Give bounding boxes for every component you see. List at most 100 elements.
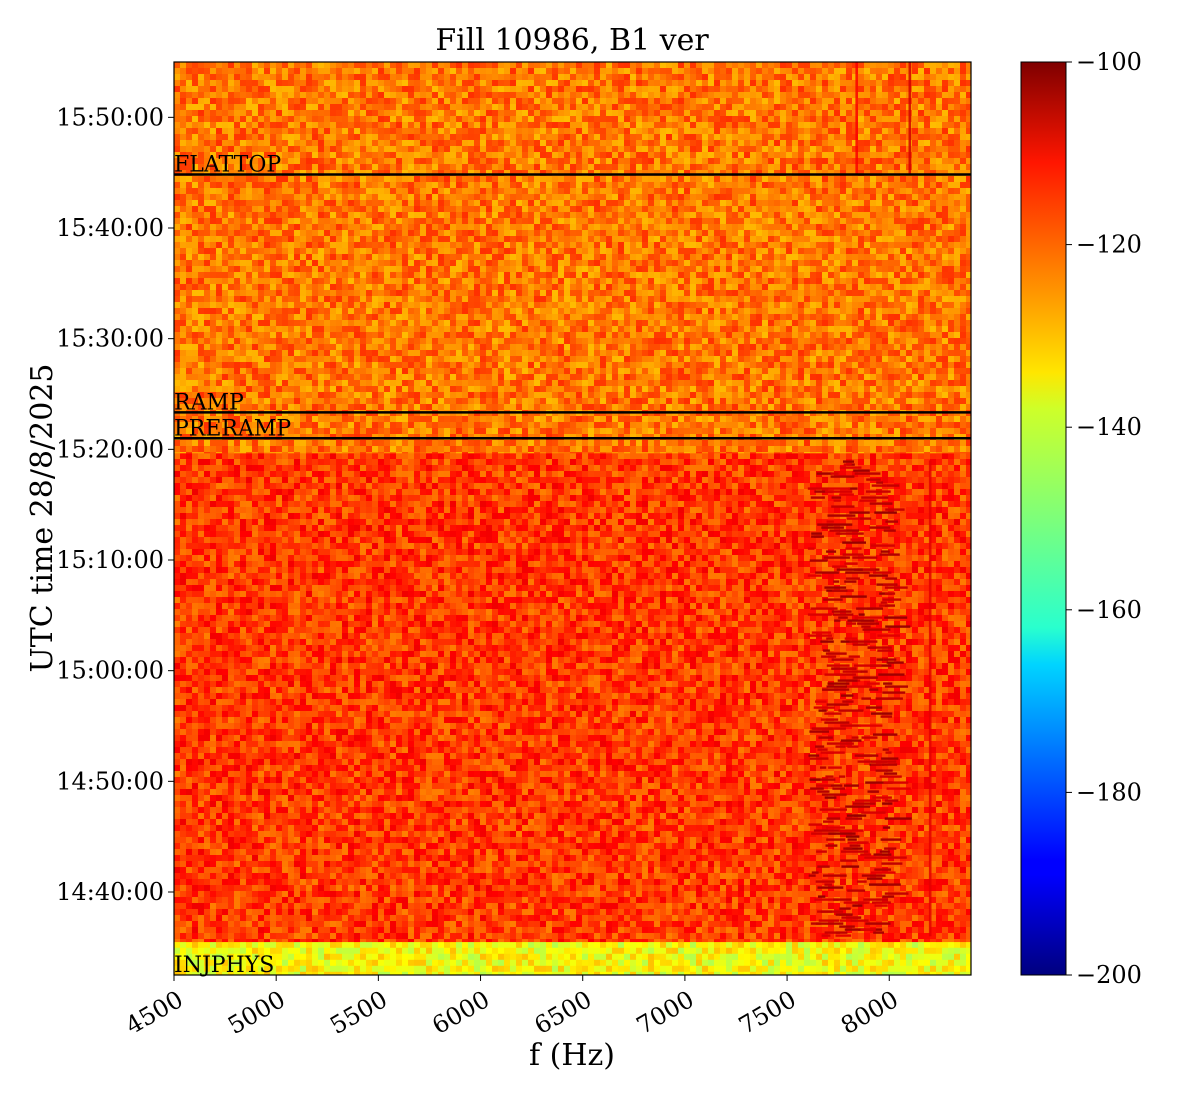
- heatmap-cell: [960, 597, 966, 603]
- heatmap-cell: [294, 609, 300, 615]
- heatmap-cell: [888, 942, 894, 948]
- heatmap-cell: [228, 525, 234, 531]
- heatmap-cell: [666, 942, 672, 948]
- heatmap-cell: [900, 591, 906, 597]
- heatmap-cell: [708, 525, 714, 531]
- heatmap-cell: [558, 591, 564, 597]
- heatmap-cell: [816, 459, 822, 465]
- heatmap-cell: [744, 585, 750, 591]
- heatmap-cell: [798, 603, 804, 609]
- heatmap-cell: [792, 585, 798, 591]
- heatmap-cell: [480, 585, 486, 591]
- heatmap-cell: [306, 561, 312, 567]
- heatmap-cell: [336, 525, 342, 531]
- heatmap-cell: [708, 960, 714, 966]
- heatmap-cell: [420, 942, 426, 948]
- heatmap-cell: [408, 621, 414, 627]
- heatmap-cell: [312, 633, 318, 639]
- heatmap-cell: [582, 543, 588, 549]
- heatmap-cell: [672, 633, 678, 639]
- heatmap-cell: [954, 477, 960, 483]
- heatmap-cell: [306, 639, 312, 645]
- heatmap-cell: [204, 477, 210, 483]
- heatmap-cell: [204, 621, 210, 627]
- heatmap-cell: [258, 627, 264, 633]
- heatmap-cell: [774, 507, 780, 513]
- heatmap-cell: [600, 609, 606, 615]
- heatmap-cell: [762, 561, 768, 567]
- heatmap-cell: [492, 561, 498, 567]
- heatmap-cell: [924, 948, 930, 954]
- heatmap-cell: [240, 942, 246, 948]
- heatmap-cell: [810, 525, 816, 531]
- heatmap-cell: [756, 453, 762, 459]
- heatmap-cell: [504, 573, 510, 579]
- heatmap-cell: [312, 609, 318, 615]
- heatmap-cell: [246, 453, 252, 459]
- heatmap-cell: [612, 525, 618, 531]
- heatmap-cell: [300, 579, 306, 585]
- heatmap-cell: [912, 537, 918, 543]
- heatmap-cell: [240, 477, 246, 483]
- heatmap-cell: [204, 597, 210, 603]
- heatmap-cell: [192, 525, 198, 531]
- heatmap-cell: [228, 537, 234, 543]
- heatmap-cell: [942, 621, 948, 627]
- heatmap-cell: [720, 477, 726, 483]
- heatmap-cell: [768, 549, 774, 555]
- heatmap-cell: [660, 471, 666, 477]
- heatmap-cell: [738, 603, 744, 609]
- heatmap-cell: [804, 627, 810, 633]
- heatmap-cell: [276, 549, 282, 555]
- heatmap-cell: [720, 549, 726, 555]
- heatmap-cell: [252, 633, 258, 639]
- heatmap-cell: [660, 579, 666, 585]
- heatmap-cell: [330, 489, 336, 495]
- heatmap-cell: [810, 453, 816, 459]
- heatmap-cell: [516, 543, 522, 549]
- heatmap-cell: [744, 543, 750, 549]
- heatmap-cell: [354, 609, 360, 615]
- heatmap-cell: [948, 561, 954, 567]
- heatmap-cell: [210, 507, 216, 513]
- heatmap-cell: [948, 573, 954, 579]
- heatmap-cell: [750, 615, 756, 621]
- heatmap-cell: [732, 465, 738, 471]
- heatmap-cell: [630, 948, 636, 954]
- heatmap-cell: [714, 948, 720, 954]
- heatmap-cell: [456, 477, 462, 483]
- heatmap-cell: [540, 597, 546, 603]
- heatmap-cell: [372, 531, 378, 537]
- heatmap-cell: [216, 459, 222, 465]
- heatmap-cell: [342, 591, 348, 597]
- heatmap-cell: [630, 603, 636, 609]
- heatmap-cell: [792, 579, 798, 585]
- heatmap-cell: [210, 573, 216, 579]
- heatmap-cell: [198, 543, 204, 549]
- heatmap-cell: [504, 495, 510, 501]
- heatmap-cell: [738, 507, 744, 513]
- heatmap-cell: [486, 507, 492, 513]
- heatmap-cell: [240, 465, 246, 471]
- heatmap-cell: [420, 954, 426, 960]
- heatmap-cell: [186, 549, 192, 555]
- heatmap-cell: [492, 603, 498, 609]
- heatmap-cell: [720, 507, 726, 513]
- heatmap-cell: [786, 960, 792, 966]
- heatmap-cell: [372, 513, 378, 519]
- heatmap-cell: [612, 948, 618, 954]
- heatmap-cell: [864, 585, 870, 591]
- heatmap-cell: [900, 954, 906, 960]
- heatmap-cell: [594, 555, 600, 561]
- heatmap-cell: [288, 489, 294, 495]
- heatmap-cell: [612, 549, 618, 555]
- heatmap-cell: [606, 639, 612, 645]
- heatmap-cell: [888, 960, 894, 966]
- heatmap-cell: [576, 633, 582, 639]
- heatmap-cell: [804, 960, 810, 966]
- heatmap-cell: [390, 513, 396, 519]
- heatmap-cell: [570, 543, 576, 549]
- heatmap-cell: [948, 960, 954, 966]
- heatmap-cell: [630, 609, 636, 615]
- heatmap-cell: [600, 537, 606, 543]
